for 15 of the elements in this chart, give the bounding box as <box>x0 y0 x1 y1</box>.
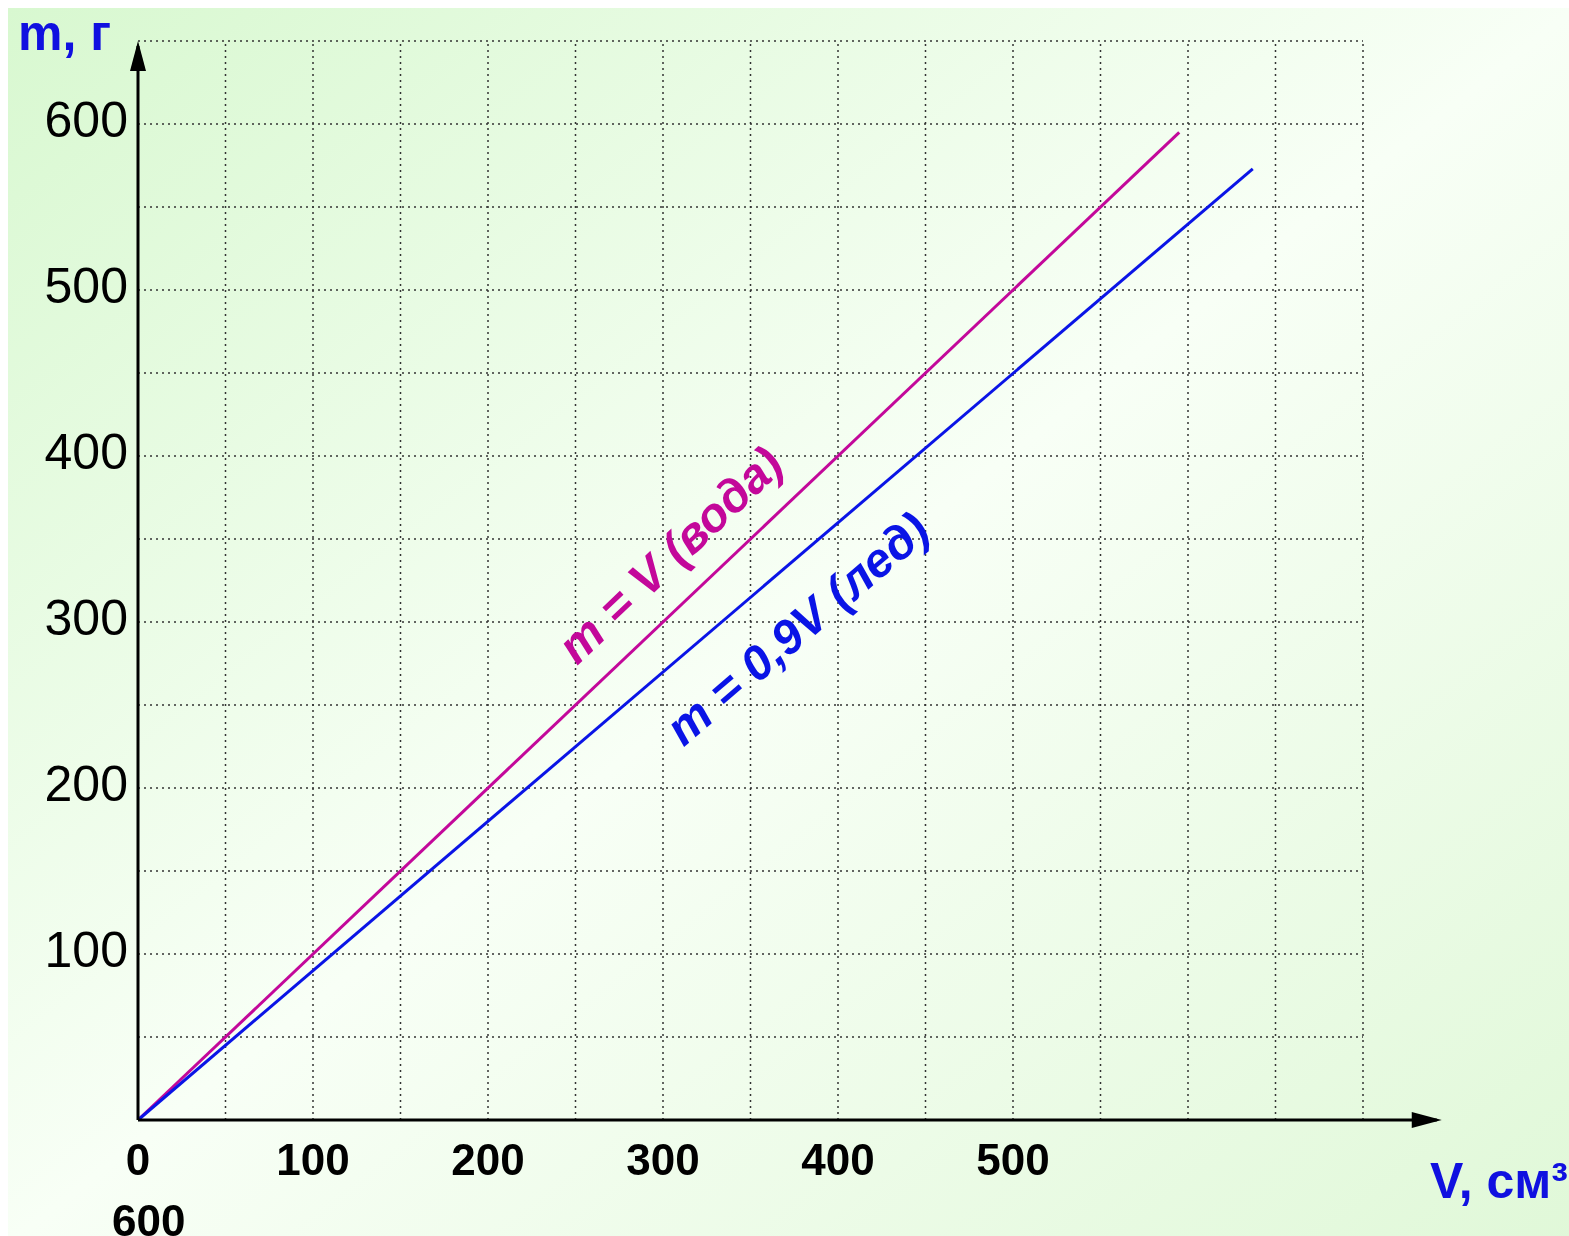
text: 600 <box>112 1196 186 1236</box>
y-tick-label: 200 <box>44 756 128 813</box>
y-tick-label: 100 <box>44 922 128 979</box>
x-tick-label: 100 <box>276 1135 350 1184</box>
y-tick-label: 500 <box>44 258 128 315</box>
x-tick-label: 200 <box>451 1135 525 1184</box>
x-tick-label: 500 <box>976 1135 1050 1184</box>
y-tick-label: 600 <box>44 92 128 149</box>
y-tick-label: 300 <box>44 590 128 647</box>
x-tick-label: 0 <box>125 1135 151 1184</box>
y-axis-title: m, г <box>18 5 112 61</box>
y-tick-label: 400 <box>44 424 128 481</box>
x-tick-label: 300 <box>626 1135 700 1184</box>
x-axis-title: V, см³ <box>1430 1153 1568 1209</box>
x-tick-label: 400 <box>801 1135 875 1184</box>
